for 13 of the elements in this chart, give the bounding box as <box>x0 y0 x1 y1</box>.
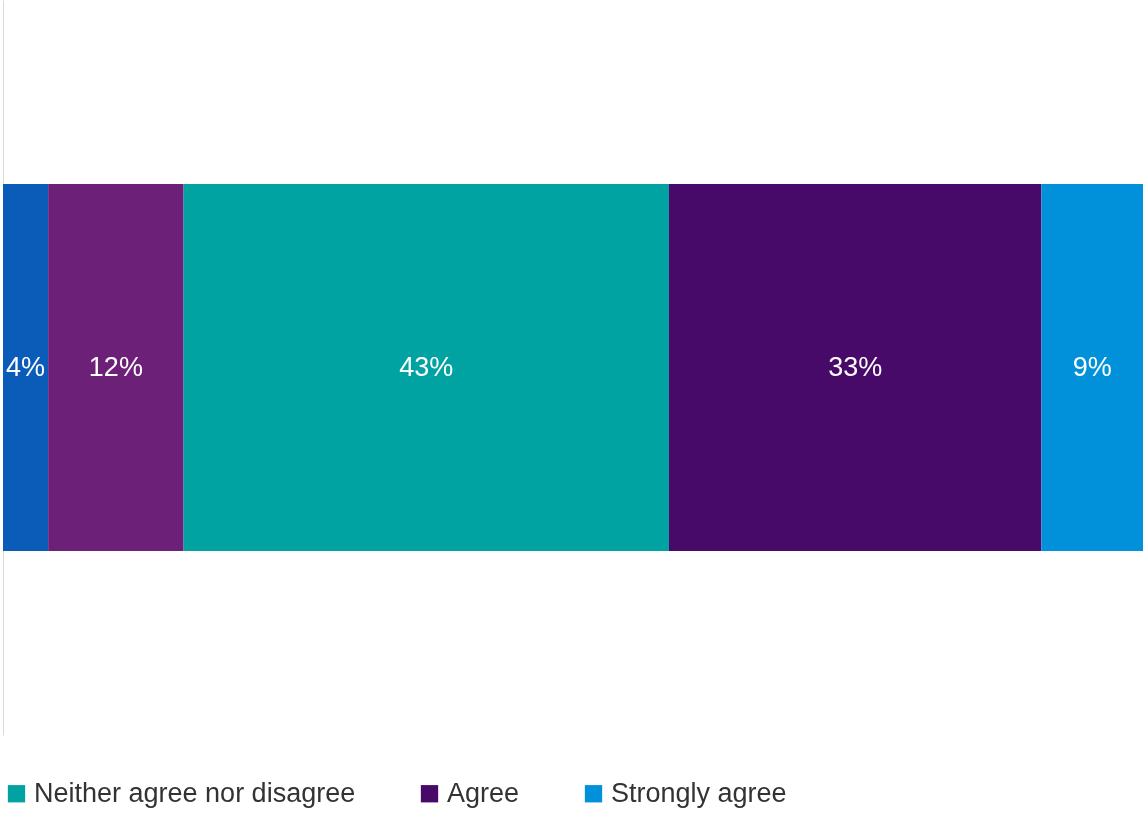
legend-label: Agree <box>447 777 520 808</box>
data-label: 9% <box>1072 351 1112 382</box>
data-label: 33% <box>828 351 883 382</box>
legend-label: Strongly agree <box>611 777 787 808</box>
data-label: 12% <box>88 351 143 382</box>
data-label: 43% <box>399 351 454 382</box>
bar <box>3 184 49 551</box>
legend-label: Neither agree nor disagree <box>34 777 356 808</box>
bar <box>183 184 669 551</box>
bar <box>668 184 1042 551</box>
bar <box>48 184 184 551</box>
data-label: 4% <box>6 351 46 382</box>
bar <box>1041 184 1143 551</box>
